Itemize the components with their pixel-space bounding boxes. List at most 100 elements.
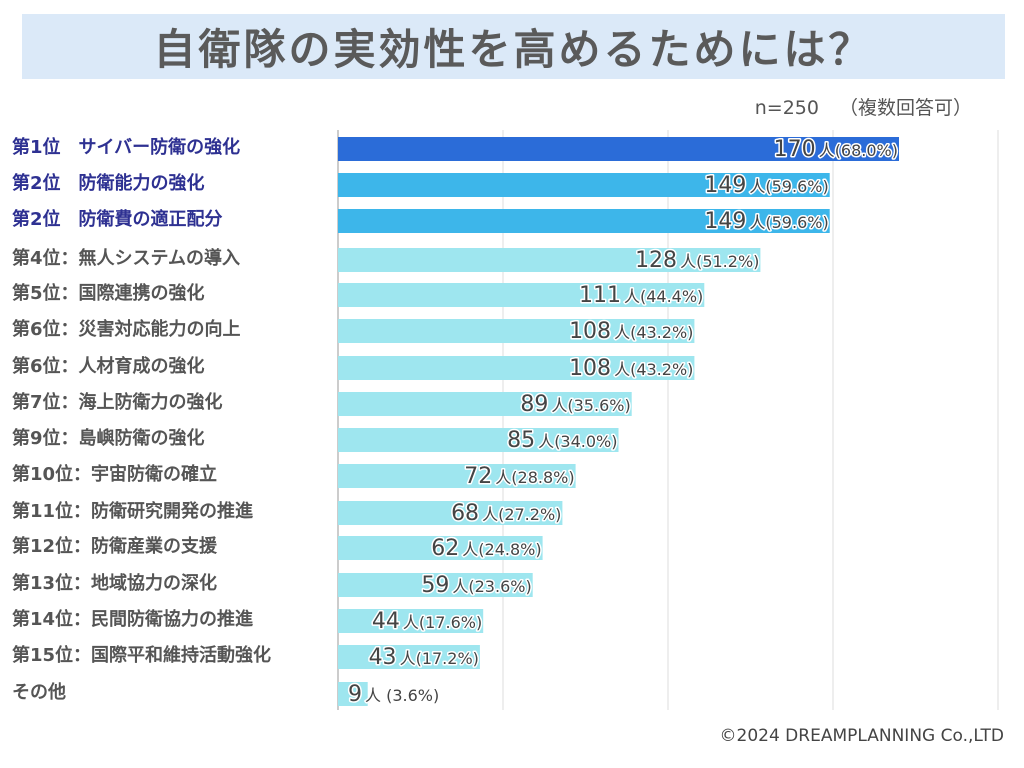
data-label-count: 111 <box>579 283 621 308</box>
category-label: 第14位：民間防衛協力の推進 <box>12 609 254 630</box>
data-label: 62 人(24.8%) <box>431 536 541 561</box>
data-label-unit: 人 <box>538 432 554 451</box>
data-label-unit: 人 <box>482 505 498 524</box>
bar <box>338 501 563 525</box>
bar <box>338 283 705 307</box>
data-label: 72 人(28.8%) <box>464 464 574 489</box>
bar <box>338 428 619 452</box>
category-label: 第6位：災害対応能力の向上 <box>12 319 241 340</box>
data-label-count: 68 <box>451 501 479 526</box>
data-label-count: 59 <box>421 573 449 598</box>
bar <box>338 209 830 233</box>
data-label: 111 人(44.4%) <box>579 283 703 308</box>
category-label: 第12位：防衛産業の支援 <box>12 536 218 557</box>
multiple-answer-note: （複数回答可） <box>838 97 972 119</box>
data-label-unit: 人 <box>624 287 640 306</box>
data-label: 43 人(17.2%) <box>369 645 479 670</box>
data-label-count: 149 <box>704 209 746 234</box>
data-label-unit: 人 <box>680 252 696 271</box>
data-label-unit: 人 <box>749 213 765 232</box>
data-label-percent: (35.6%) <box>567 396 630 415</box>
data-label: 170 人(68.0%) <box>774 137 898 162</box>
category-label: その他 <box>12 682 66 703</box>
data-label-count: 108 <box>569 319 611 344</box>
copyright: ©2024 DREAMPLANNING Co.,LTD <box>719 726 1004 746</box>
sample-size: n=250 <box>754 97 819 119</box>
bar <box>338 609 484 633</box>
category-label: 第2位 防衛能力の強化 <box>12 173 205 194</box>
bar <box>338 173 830 197</box>
data-label: 59 人(23.6%) <box>421 573 531 598</box>
data-label-count: 44 <box>372 609 400 634</box>
data-label-percent: (27.2%) <box>498 505 561 524</box>
data-label-percent: (17.6%) <box>419 613 482 632</box>
data-label: 108 人(43.2%) <box>569 356 693 381</box>
data-label-percent: (44.4%) <box>640 287 703 306</box>
bar <box>338 536 543 560</box>
data-label-percent: (24.8%) <box>478 540 541 559</box>
category-label: 第1位 サイバー防衛の強化 <box>12 137 241 158</box>
data-label: 128 人(51.2%) <box>635 248 759 273</box>
data-label-count: 43 <box>369 645 397 670</box>
data-label-percent: (43.2%) <box>630 360 693 379</box>
data-label-percent: (59.6%) <box>765 213 828 232</box>
data-label-count: 149 <box>704 173 746 198</box>
data-label-percent: (59.6%) <box>765 177 828 196</box>
data-label-count: 72 <box>464 464 492 489</box>
data-label-percent: (23.6%) <box>468 577 531 596</box>
data-label: 108 人(43.2%) <box>569 319 693 344</box>
data-label-count: 89 <box>520 392 548 417</box>
category-label: 第9位：島嶼防衛の強化 <box>12 428 205 449</box>
data-label-percent: (51.2%) <box>696 252 759 271</box>
data-label-percent: (17.2%) <box>416 649 479 668</box>
data-label-percent: (34.0%) <box>554 432 617 451</box>
data-label-unit: 人 <box>749 177 765 196</box>
category-label: 第11位：防衛研究開発の推進 <box>12 501 254 522</box>
category-label: 第10位：宇宙防衛の確立 <box>12 464 218 485</box>
bar <box>338 356 695 380</box>
data-label-count: 62 <box>431 536 459 561</box>
data-label-unit: 人 <box>452 577 468 596</box>
category-label: 第4位：無人システムの導入 <box>12 248 240 269</box>
bar <box>338 319 695 343</box>
sample-info: n=250 （複数回答可） <box>755 93 972 120</box>
bar <box>338 248 761 272</box>
data-label-percent: (28.8%) <box>511 468 574 487</box>
bar <box>338 573 533 597</box>
data-label-count: 9 <box>348 682 362 707</box>
title-band: 自衛隊の実効性を高めるためには？ <box>22 14 1005 79</box>
category-label: 第2位 防衛費の適正配分 <box>12 209 223 230</box>
bar <box>338 464 576 488</box>
data-label-count: 128 <box>635 248 677 273</box>
data-label-unit: 人 <box>462 540 478 559</box>
data-label-unit: 人 <box>400 649 416 668</box>
chart-title: 自衛隊の実効性を高めるためには？ <box>153 25 874 74</box>
category-label: 第6位：人材育成の強化 <box>12 356 205 377</box>
data-label-unit: 人 <box>495 468 511 487</box>
data-label: 68 人(27.2%) <box>451 501 561 526</box>
data-label: 85 人(34.0%) <box>507 428 617 453</box>
category-label: 第15位：国際平和維持活動強化 <box>12 645 272 666</box>
data-label: 149 人(59.6%) <box>704 173 828 198</box>
data-label-percent: (43.2%) <box>630 323 693 342</box>
data-label: 149 人(59.6%) <box>704 209 828 234</box>
bar <box>338 392 632 416</box>
data-label-count: 108 <box>569 356 611 381</box>
bar <box>338 137 899 161</box>
data-label-unit: 人 <box>614 360 630 379</box>
data-label: 89 人(35.6%) <box>520 392 630 417</box>
data-label-unit: 人 <box>365 686 381 705</box>
data-label-unit: 人 <box>819 141 835 160</box>
data-label-unit: 人 <box>614 323 630 342</box>
data-label: 44 人(17.6%) <box>372 609 482 634</box>
data-label-unit: 人 <box>551 396 567 415</box>
data-label-percent: (3.6%) <box>381 686 439 705</box>
bar <box>338 682 368 706</box>
category-label: 第7位：海上防衛力の強化 <box>12 392 223 413</box>
data-label-unit: 人 <box>403 613 419 632</box>
category-label: 第13位：地域協力の深化 <box>12 573 218 594</box>
data-label-count: 170 <box>774 137 816 162</box>
category-label: 第5位：国際連携の強化 <box>12 283 205 304</box>
